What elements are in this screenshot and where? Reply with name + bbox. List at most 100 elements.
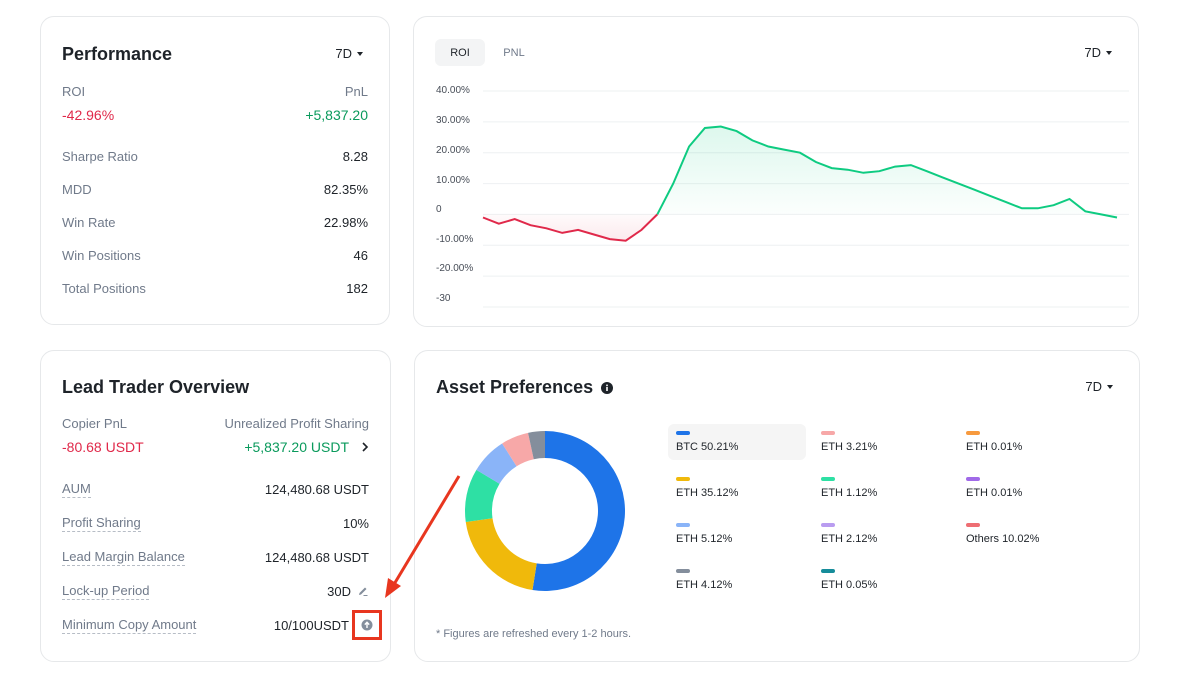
chart-period-dropdown[interactable]: 7D (1084, 45, 1112, 60)
y-tick-label: 10.00% (436, 175, 470, 186)
lead-trader-title: Lead Trader Overview (62, 377, 250, 397)
y-tick-label: 0 (436, 204, 442, 215)
legend-color-swatch (821, 569, 835, 573)
period-label: 7D (1084, 45, 1101, 60)
edit-icon[interactable] (357, 585, 369, 597)
tab-roi[interactable]: ROI (435, 39, 485, 66)
roi-line-positive (656, 125, 1118, 219)
legend-label: ETH 35.12% (676, 487, 739, 499)
asset-preferences-title: Asset Preferences (436, 377, 594, 397)
lead-margin-balance-value: 124,480.68 USDT (264, 549, 369, 565)
performance-period-dropdown[interactable]: 7D (335, 46, 363, 61)
legend-label: BTC 50.21% (676, 441, 739, 453)
legend-color-swatch (966, 431, 980, 435)
pnl-value: +5,837.20 (305, 107, 368, 123)
stat-value: 8.28 (342, 148, 368, 164)
legend-item[interactable]: ETH 4.12% (668, 562, 806, 598)
legend-color-swatch (821, 523, 835, 527)
overview-row: Minimum Copy Amount 10/100USDT (62, 610, 382, 640)
performance-title: Performance (62, 44, 173, 64)
roi-chart-card: ROI PNL 7D 40.00% 30.00% 20.00% 10.00% 0… (413, 16, 1139, 327)
unrealized-profit-link[interactable]: +5,837.20 USDT (244, 439, 369, 455)
negative-area (483, 214, 658, 241)
donut-segment[interactable] (502, 432, 534, 467)
caret-down-icon (1107, 384, 1113, 389)
legend-label: ETH 3.21% (821, 441, 878, 453)
legend-item[interactable]: ETH 2.12% (813, 516, 951, 552)
stat-row: MDD 82.35% (62, 180, 368, 198)
legend-item[interactable]: ETH 35.12% (668, 470, 806, 506)
legend-label: ETH 5.12% (676, 533, 733, 545)
aum-label[interactable]: AUM (62, 480, 91, 498)
donut-segment[interactable] (476, 443, 517, 484)
legend-item[interactable]: ETH 0.05% (813, 562, 951, 598)
chevron-right-icon (362, 442, 369, 452)
stat-label: Sharpe Ratio (62, 148, 138, 164)
y-tick-label: -20.00% (436, 263, 474, 274)
y-tick-label: -30 (436, 293, 451, 304)
performance-card: Performance 7D ROI PnL -42.96% +5,837.20… (40, 16, 390, 325)
legend-color-swatch (676, 431, 690, 435)
legend-color-swatch (821, 431, 835, 435)
profit-sharing-label[interactable]: Profit Sharing (62, 514, 141, 532)
info-icon[interactable] (601, 381, 614, 394)
legend-color-swatch (676, 477, 690, 481)
lead-trader-card: Lead Trader Overview Copier PnL Unrealiz… (40, 350, 391, 662)
stat-value: 82.35% (323, 181, 368, 197)
positive-area (657, 126, 1117, 218)
legend-item[interactable]: BTC 50.21% (668, 424, 806, 460)
stat-label: Total Positions (62, 280, 146, 296)
roi-label: ROI (62, 83, 86, 99)
caret-down-icon (1106, 50, 1112, 55)
legend-item[interactable]: ETH 0.01% (958, 470, 1096, 506)
overview-row: Lock-up Period 30D (62, 582, 369, 600)
overview-row: Profit Sharing 10% (62, 514, 369, 532)
y-tick-label: 40.00% (436, 85, 470, 96)
refresh-note: * Figures are refreshed every 1-2 hours. (436, 628, 632, 640)
legend-item[interactable]: ETH 0.01% (958, 424, 1096, 460)
legend-color-swatch (821, 477, 835, 481)
legend-label: ETH 2.12% (821, 533, 878, 545)
stat-value: 46 (353, 247, 368, 263)
tab-pnl[interactable]: PNL (503, 46, 525, 59)
copier-pnl-value: -80.68 USDT (62, 439, 144, 455)
asset-preferences-card: Asset Preferences 7D BTC 50.21% ETH 35.12… (414, 350, 1140, 662)
legend-color-swatch (966, 523, 980, 527)
legend-label: ETH 1.12% (821, 487, 878, 499)
unrealized-profit-label: Unrealized Profit Sharing (224, 415, 369, 431)
pnl-label: PnL (344, 83, 368, 99)
stat-label: Win Rate (62, 214, 116, 230)
lead-margin-balance-label[interactable]: Lead Margin Balance (62, 548, 185, 566)
legend-item[interactable]: Others 10.02% (958, 516, 1096, 552)
legend-label: Others 10.02% (966, 533, 1040, 545)
legend-item[interactable]: ETH 5.12% (668, 516, 806, 552)
lock-up-period-value: 30D (327, 583, 351, 599)
stat-value: 22.98% (323, 214, 368, 230)
legend-label: ETH 0.01% (966, 487, 1023, 499)
lock-up-period-label[interactable]: Lock-up Period (62, 582, 150, 600)
legend-item[interactable]: ETH 1.12% (813, 470, 951, 506)
donut-segment[interactable] (465, 469, 500, 523)
overview-row: Lead Margin Balance 124,480.68 USDT (62, 548, 369, 566)
minimum-copy-amount-label[interactable]: Minimum Copy Amount (62, 616, 197, 634)
roi-line-negative (482, 213, 659, 242)
y-tick-label: -10.00% (436, 234, 474, 245)
donut-segment[interactable] (465, 518, 537, 591)
upload-icon-button[interactable] (352, 610, 382, 640)
donut-segment[interactable] (528, 431, 545, 460)
y-tick-label: 20.00% (436, 145, 470, 156)
copier-pnl-label: Copier PnL (62, 415, 128, 431)
period-label: 7D (1085, 379, 1102, 394)
legend-color-swatch (676, 523, 690, 527)
roi-line-chart (482, 90, 1129, 308)
period-label: 7D (335, 46, 352, 61)
stat-row: Win Rate 22.98% (62, 213, 368, 231)
legend-item[interactable]: ETH 3.21% (813, 424, 951, 460)
minimum-copy-amount-value: 10/100USDT (273, 617, 349, 633)
legend-color-swatch (676, 569, 690, 573)
overview-row: AUM 124,480.68 USDT (62, 480, 369, 498)
asset-period-dropdown[interactable]: 7D (1085, 379, 1113, 394)
donut-segment[interactable] (532, 431, 625, 591)
stat-value: 182 (346, 280, 368, 296)
profit-sharing-value: 10% (342, 515, 369, 531)
